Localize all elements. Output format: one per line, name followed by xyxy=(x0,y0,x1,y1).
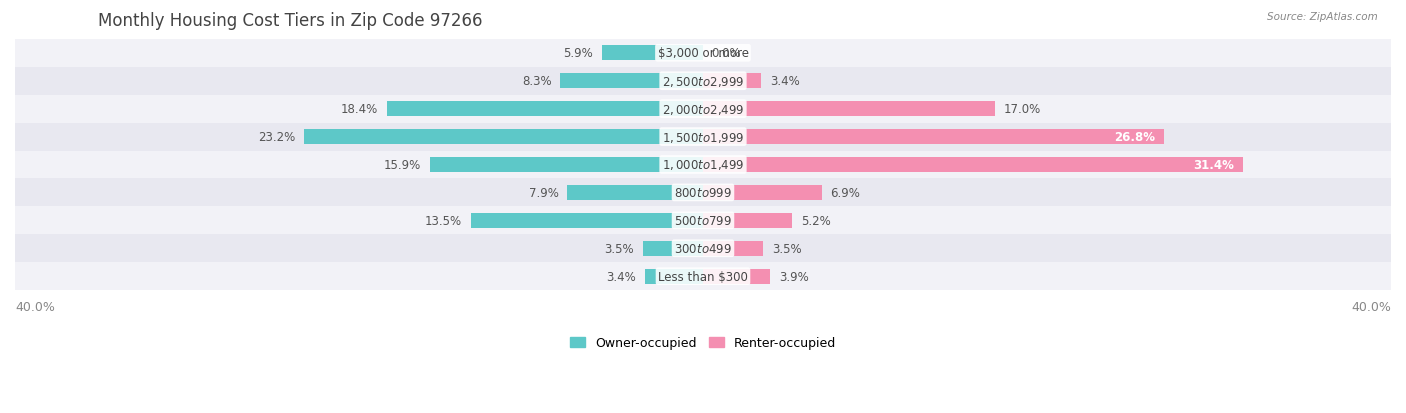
Text: $800 to $999: $800 to $999 xyxy=(673,186,733,199)
Text: 18.4%: 18.4% xyxy=(340,103,378,116)
Text: $2,500 to $2,999: $2,500 to $2,999 xyxy=(662,74,744,88)
Text: 3.4%: 3.4% xyxy=(770,75,800,88)
Bar xyxy=(15,40,1391,68)
Text: 26.8%: 26.8% xyxy=(1115,131,1156,144)
Text: Source: ZipAtlas.com: Source: ZipAtlas.com xyxy=(1267,12,1378,22)
Bar xyxy=(560,74,703,89)
Text: 3.5%: 3.5% xyxy=(605,242,634,255)
Text: $3,000 or more: $3,000 or more xyxy=(658,47,748,60)
Text: 7.9%: 7.9% xyxy=(529,186,558,199)
Text: $300 to $499: $300 to $499 xyxy=(673,242,733,255)
Text: $1,500 to $1,999: $1,500 to $1,999 xyxy=(662,130,744,144)
Bar xyxy=(471,213,703,228)
Text: 23.2%: 23.2% xyxy=(259,131,295,144)
Bar xyxy=(304,130,703,145)
Bar xyxy=(703,157,1243,173)
Bar xyxy=(429,157,703,173)
Bar xyxy=(15,123,1391,151)
Text: 3.9%: 3.9% xyxy=(779,270,808,283)
Text: 3.4%: 3.4% xyxy=(606,270,636,283)
Text: $500 to $799: $500 to $799 xyxy=(673,214,733,227)
Bar xyxy=(15,263,1391,290)
Bar xyxy=(567,185,703,201)
Text: $1,000 to $1,499: $1,000 to $1,499 xyxy=(662,158,744,172)
Bar xyxy=(602,46,703,62)
Bar xyxy=(15,151,1391,179)
Bar xyxy=(703,241,763,256)
Text: 17.0%: 17.0% xyxy=(1004,103,1042,116)
Text: 0.0%: 0.0% xyxy=(711,47,741,60)
Bar xyxy=(15,68,1391,95)
Bar xyxy=(15,179,1391,207)
Text: 40.0%: 40.0% xyxy=(15,300,55,313)
Text: 40.0%: 40.0% xyxy=(1351,300,1391,313)
Bar xyxy=(703,102,995,117)
Bar xyxy=(703,74,762,89)
Text: Monthly Housing Cost Tiers in Zip Code 97266: Monthly Housing Cost Tiers in Zip Code 9… xyxy=(98,12,482,30)
Text: 5.2%: 5.2% xyxy=(801,214,831,227)
Bar xyxy=(15,235,1391,263)
Text: 5.9%: 5.9% xyxy=(564,47,593,60)
Bar xyxy=(703,269,770,284)
Text: 13.5%: 13.5% xyxy=(425,214,463,227)
Text: 31.4%: 31.4% xyxy=(1194,159,1234,171)
Text: 8.3%: 8.3% xyxy=(522,75,551,88)
Bar xyxy=(644,269,703,284)
Bar xyxy=(15,95,1391,123)
Bar xyxy=(703,213,793,228)
Text: 3.5%: 3.5% xyxy=(772,242,801,255)
Bar xyxy=(643,241,703,256)
Bar xyxy=(703,130,1164,145)
Text: 6.9%: 6.9% xyxy=(831,186,860,199)
Text: 15.9%: 15.9% xyxy=(384,159,420,171)
Legend: Owner-occupied, Renter-occupied: Owner-occupied, Renter-occupied xyxy=(565,332,841,354)
Bar xyxy=(387,102,703,117)
Bar xyxy=(703,185,821,201)
Text: $2,000 to $2,499: $2,000 to $2,499 xyxy=(662,102,744,116)
Bar xyxy=(15,207,1391,235)
Text: Less than $300: Less than $300 xyxy=(658,270,748,283)
